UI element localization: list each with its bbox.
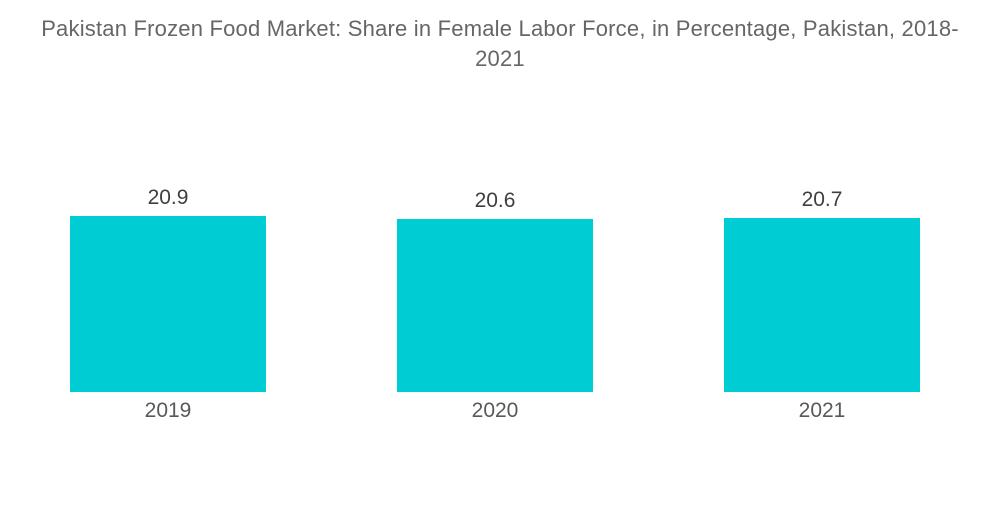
bar-group: 20.9 2019 [70, 186, 266, 422]
bar[interactable] [724, 218, 920, 392]
bar-value-label: 20.9 [147, 186, 189, 209]
bar[interactable] [397, 219, 593, 392]
category-label: 2019 [144, 399, 192, 422]
bar-group: 20.7 2021 [724, 188, 920, 422]
chart-container: Pakistan Frozen Food Market: Share in Fe… [0, 14, 1000, 422]
bar-chart-plot-area: 20.9 2019 20.6 2020 20.7 2021 [70, 186, 920, 422]
bar-value-label: 20.7 [801, 188, 843, 211]
bar-value-label: 20.6 [474, 189, 516, 212]
bar[interactable] [70, 216, 266, 392]
category-label: 2020 [471, 399, 519, 422]
category-label: 2021 [798, 399, 846, 422]
chart-title: Pakistan Frozen Food Market: Share in Fe… [41, 16, 959, 71]
bar-group: 20.6 2020 [397, 189, 593, 422]
